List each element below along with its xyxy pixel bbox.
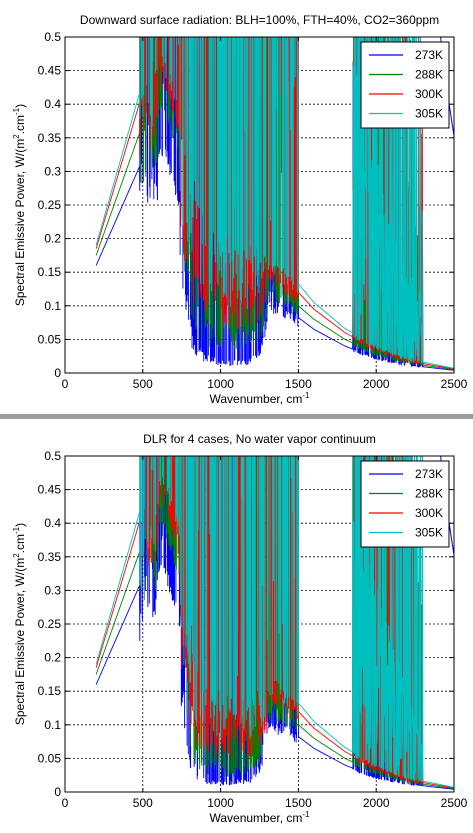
x-tick-label: 1500	[285, 377, 312, 391]
legend-label: 305K	[415, 107, 443, 121]
legend: 273K 288K 300K 305K	[360, 460, 450, 548]
x-tick-label: 500	[133, 796, 153, 810]
y-tick-label: 0	[54, 366, 61, 380]
x-axis-label: Wavenumber, cm-1	[209, 810, 310, 825]
x-tick-label: 1000	[207, 796, 234, 810]
x-axis-label-main: Wavenumber, cm	[209, 811, 302, 825]
x-tick-label: 1500	[285, 796, 312, 810]
x-tick-label: 0	[62, 377, 69, 391]
x-tick-label: 2500	[441, 377, 468, 391]
y-tick-label: 0.1	[44, 299, 61, 313]
series-group	[95, 37, 454, 371]
y-axis-label: Spectral Emissive Power, W/(m2.cm-1)	[12, 104, 27, 306]
x-tick-label: 2500	[441, 796, 468, 810]
x-tick-label: 500	[133, 377, 153, 391]
chart-1-svg: Downward surface radiation: BLH=100%, FT…	[12, 13, 468, 406]
panel-divider	[0, 414, 473, 418]
x-axis-label: Wavenumber, cm-1	[209, 391, 310, 406]
x-tick-label: 2000	[363, 796, 390, 810]
y-tick-label: 0.2	[44, 232, 61, 246]
series-line-305K	[95, 456, 454, 788]
legend-label: 273K	[415, 48, 443, 62]
y-tick-label: 0.35	[38, 550, 62, 564]
y-tick-label: 0.05	[38, 332, 62, 346]
x-tick-label: 2000	[363, 377, 390, 391]
legend-label: 288K	[415, 487, 443, 501]
y-tick-label: 0.3	[44, 164, 61, 178]
series-group	[95, 456, 454, 790]
y-tick-label: 0.25	[38, 198, 62, 212]
y-tick-label: 0.4	[44, 516, 61, 530]
y-tick-label: 0.4	[44, 97, 61, 111]
y-axis-label-ylabel: Spectral Emissive Power, W/(m	[13, 558, 27, 725]
chart-panel-top: Downward surface radiation: BLH=100%, FT…	[0, 0, 473, 415]
y-tick-label: 0.1	[44, 718, 61, 732]
y-axis-label-ylabel-end: .cm	[13, 115, 27, 134]
x-axis-label-main: Wavenumber, cm	[209, 392, 302, 406]
x-tick-label: 0	[62, 796, 69, 810]
y-axis-label-ylabel-close: )	[13, 104, 27, 108]
y-tick-label: 0.5	[44, 449, 61, 463]
y-axis-label: Spectral Emissive Power, W/(m2.cm-1)	[12, 523, 27, 725]
x-tick-label: 1000	[207, 377, 234, 391]
legend-label: 300K	[415, 506, 443, 520]
x-axis-label-sup: -1	[302, 810, 310, 819]
y-tick-label: 0.15	[38, 684, 62, 698]
legend-label: 273K	[415, 467, 443, 481]
y-axis-label-ylabel-end: .cm	[13, 534, 27, 553]
y-tick-label: 0.05	[38, 751, 62, 765]
y-axis-label-ylabel-sup: 2	[12, 553, 21, 558]
chart-title: Downward surface radiation: BLH=100%, FT…	[80, 13, 439, 27]
chart-panel-bottom: DLR for 4 cases, No water vapor continuu…	[0, 418, 473, 833]
chart-2-svg: DLR for 4 cases, No water vapor continuu…	[12, 432, 468, 825]
y-tick-label: 0.45	[38, 64, 62, 78]
y-tick-label: 0.25	[38, 617, 62, 631]
y-tick-label: 0	[54, 785, 61, 799]
y-axis-label-ylabel-close: )	[13, 523, 27, 527]
legend-label: 305K	[415, 526, 443, 540]
y-tick-label: 0.35	[38, 131, 62, 145]
y-tick-label: 0.2	[44, 651, 61, 665]
y-tick-label: 0.15	[38, 265, 62, 279]
y-axis-label-ylabel-sup2: -1	[12, 526, 21, 534]
legend-label: 288K	[415, 68, 443, 82]
y-axis-label-ylabel: Spectral Emissive Power, W/(m	[13, 139, 27, 306]
series-line-305K	[95, 37, 454, 369]
legend-label: 300K	[415, 87, 443, 101]
y-axis-label-ylabel-sup: 2	[12, 134, 21, 139]
y-tick-label: 0.5	[44, 30, 61, 44]
y-axis-label-ylabel-sup2: -1	[12, 107, 21, 115]
y-tick-label: 0.3	[44, 583, 61, 597]
legend: 273K 288K 300K 305K	[360, 41, 450, 129]
x-axis-label-sup: -1	[302, 391, 310, 400]
y-tick-label: 0.45	[38, 483, 62, 497]
chart-title: DLR for 4 cases, No water vapor continuu…	[143, 432, 376, 446]
